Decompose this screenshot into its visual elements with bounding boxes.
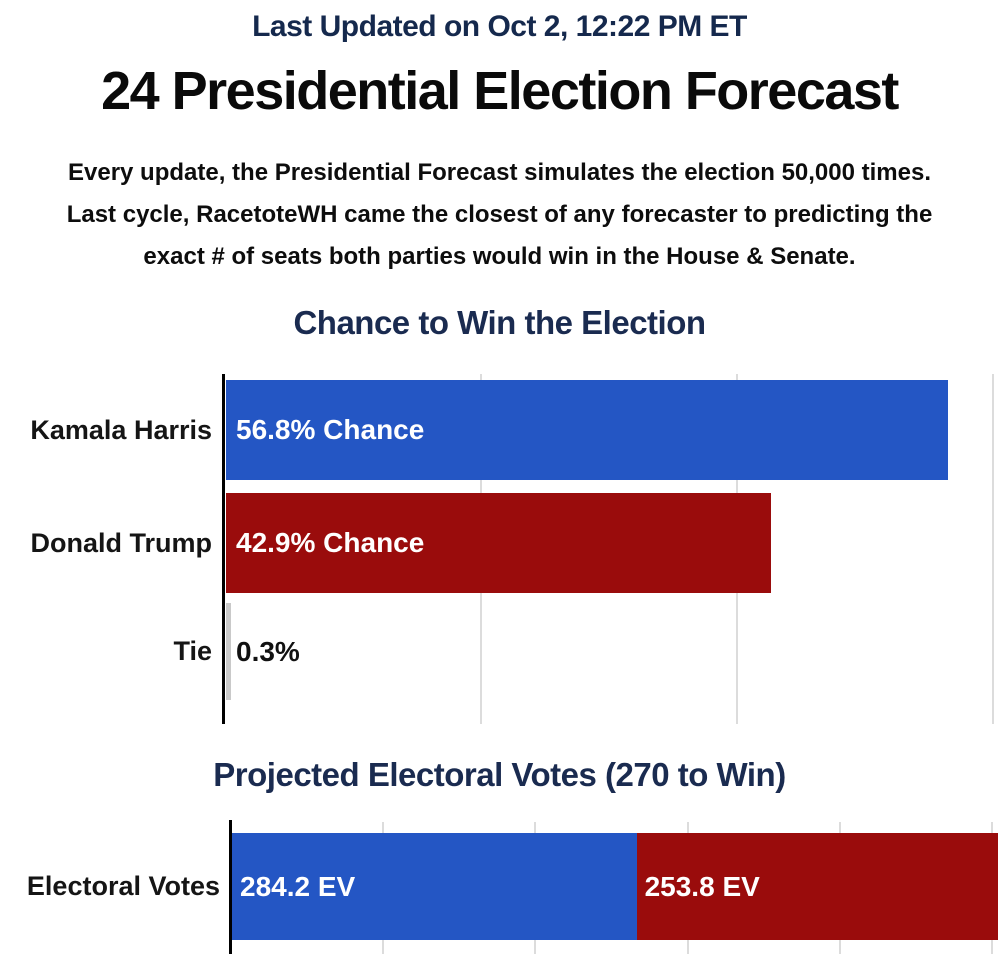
harris-ev-segment: 284.2 EV [232,833,637,940]
page-title: 24 Presidential Election Forecast [101,61,899,121]
harris-row: Kamala Harris 56.8% Chance [0,380,999,480]
trump-ev-segment: 253.8 EV [636,833,998,940]
chance-chart-title: Chance to Win the Election [293,304,706,341]
harris-chance-bar: 56.8% Chance [226,380,948,480]
trump-chance-value: 42.9% Chance [236,527,425,558]
tie-category-label: Tie [173,636,212,666]
harris-category-label: Kamala Harris [30,414,212,445]
chance-to-win-chart: Kamala Harris 56.8% Chance Donald Trump … [0,374,999,724]
trump-row: Donald Trump 42.9% Chance [0,493,999,593]
electoral-votes-chart: Electoral Votes 284.2 EV 253.8 EV [0,820,999,954]
y-axis-baseline [222,374,225,724]
ev-y-axis-baseline [229,820,232,954]
electoral-votes-category-label: Electoral Votes [26,871,220,901]
description-line-3: exact # of seats both parties would win … [143,243,856,270]
electoral-votes-stacked-bar: 284.2 EV 253.8 EV [232,833,998,940]
harris-chance-value: 56.8% Chance [236,414,425,445]
trump-category-label: Donald Trump [30,527,213,558]
description-line-2: Last cycle, RacetoteWH came the closest … [66,201,933,228]
tie-row: Tie 0.3% [0,603,999,700]
trump-chance-bar: 42.9% Chance [226,493,772,593]
forecast-description: Every update, the Presidential Forecast … [0,152,999,278]
trump-ev-value: 253.8 EV [644,870,760,902]
tie-chance-bar [226,603,231,700]
harris-ev-value: 284.2 EV [240,870,356,902]
tie-chance-value: 0.3% [236,635,300,667]
gridline-60pct [992,374,994,724]
last-updated-text: Last Updated on Oct 2, 12:22 PM ET [252,10,747,43]
description-line-1: Every update, the Presidential Forecast … [67,159,931,186]
electoral-votes-chart-title: Projected Electoral Votes (270 to Win) [213,756,786,793]
